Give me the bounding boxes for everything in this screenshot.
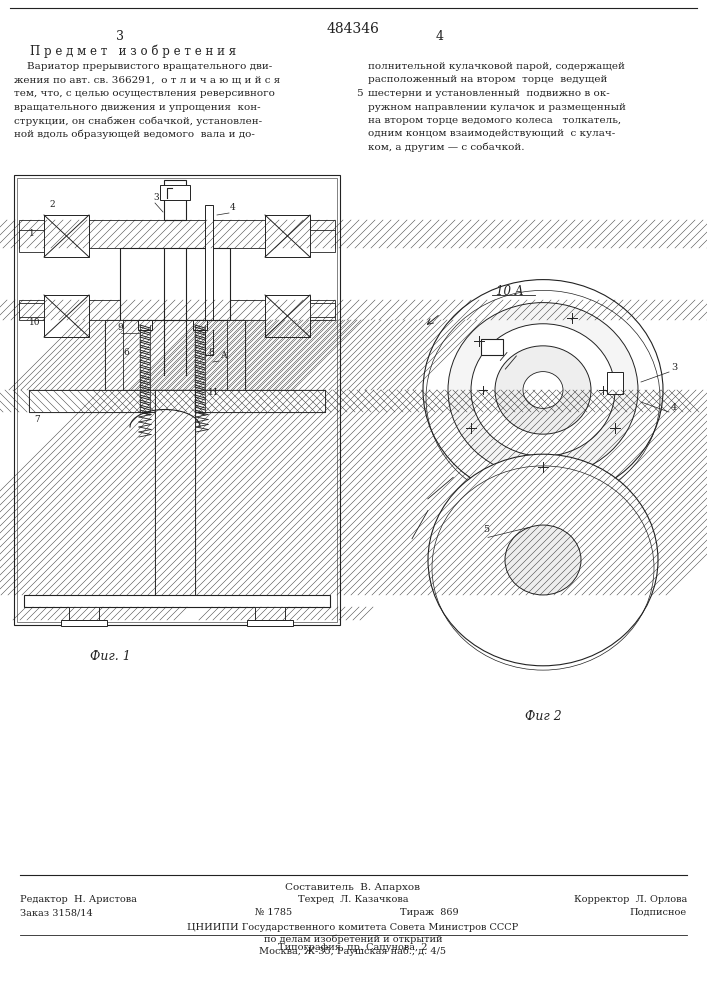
Text: 10: 10 <box>29 318 40 327</box>
Bar <box>205 205 213 365</box>
Text: ной вдоль образующей ведомого  вала и до-: ной вдоль образующей ведомого вала и до- <box>14 129 255 139</box>
Text: 4: 4 <box>230 203 235 212</box>
Bar <box>155 390 195 595</box>
Text: расположенный на втором  торце  ведущей: расположенный на втором торце ведущей <box>368 76 607 85</box>
Text: Редактор  Н. Аристова: Редактор Н. Аристова <box>20 895 137 904</box>
Text: на втором торце ведомого колеса   толкатель,: на втором торце ведомого колеса толкател… <box>368 116 621 125</box>
Text: Составитель  В. Апархов: Составитель В. Апархов <box>286 883 421 892</box>
Bar <box>29 390 325 412</box>
Text: Техред  Л. Казачкова: Техред Л. Казачкова <box>298 895 408 904</box>
Ellipse shape <box>471 324 615 456</box>
Text: 11: 11 <box>208 388 219 397</box>
Bar <box>19 303 44 317</box>
Text: A: A <box>220 351 226 360</box>
Text: по делам изобретений и открытий: по делам изобретений и открытий <box>264 935 443 944</box>
Bar <box>481 339 503 355</box>
Bar <box>164 180 186 220</box>
Text: 7: 7 <box>34 415 40 424</box>
Bar <box>44 295 89 337</box>
Bar <box>138 320 152 330</box>
Bar <box>607 372 623 394</box>
Bar <box>160 185 190 200</box>
Text: тем, что, с целью осуществления реверсивного: тем, что, с целью осуществления реверсив… <box>14 89 275 98</box>
Text: Подписное: Подписное <box>630 908 687 917</box>
Bar <box>61 620 107 626</box>
Text: шестерни и установленный  подвижно в ок-: шестерни и установленный подвижно в ок- <box>368 89 609 98</box>
Bar <box>265 215 310 257</box>
Text: струкции, он снабжен собачкой, установлен-: струкции, он снабжен собачкой, установле… <box>14 116 262 125</box>
Ellipse shape <box>495 346 591 434</box>
Text: Тираж  869: Тираж 869 <box>400 908 459 917</box>
Bar <box>19 230 44 252</box>
Text: 8: 8 <box>208 348 214 357</box>
Ellipse shape <box>423 280 663 500</box>
Bar <box>155 390 195 595</box>
Ellipse shape <box>505 525 581 595</box>
Text: № 1785: № 1785 <box>255 908 292 917</box>
Bar <box>310 230 335 252</box>
Text: 6: 6 <box>123 348 129 357</box>
Bar <box>227 320 245 390</box>
Text: 1: 1 <box>29 229 35 238</box>
Text: жения по авт. св. 366291,  о т л и ч а ю щ и й с я: жения по авт. св. 366291, о т л и ч а ю … <box>14 76 280 85</box>
Bar <box>29 390 325 412</box>
Text: ЦНИИПИ Государственного комитета Совета Министров СССР: ЦНИИПИ Государственного комитета Совета … <box>187 923 519 932</box>
Ellipse shape <box>523 372 563 408</box>
Text: одним концом взаимодействующий  с кулач-: одним концом взаимодействующий с кулач- <box>368 129 615 138</box>
Ellipse shape <box>428 454 658 666</box>
Bar <box>310 303 335 317</box>
Text: Корректор  Л. Орлова: Корректор Л. Орлова <box>574 895 687 904</box>
Bar <box>19 300 335 320</box>
Bar <box>247 620 293 626</box>
Ellipse shape <box>448 303 638 477</box>
Bar <box>24 595 330 607</box>
Text: 4: 4 <box>436 30 444 43</box>
Text: Москва, Ж-35, Раушская наб., д. 4/5: Москва, Ж-35, Раушская наб., д. 4/5 <box>259 947 447 956</box>
Bar <box>255 607 285 620</box>
Bar <box>105 320 123 390</box>
Text: полнительной кулачковой парой, содержащей: полнительной кулачковой парой, содержаще… <box>368 62 625 71</box>
Bar <box>14 175 340 625</box>
Bar <box>193 320 207 330</box>
Bar <box>265 295 310 337</box>
Text: 484346: 484346 <box>327 22 380 36</box>
Circle shape <box>206 359 212 365</box>
Text: 9: 9 <box>117 323 123 332</box>
Text: 5: 5 <box>483 525 489 534</box>
Text: 3: 3 <box>153 193 158 202</box>
Bar <box>19 220 335 248</box>
Text: ком, а другим — с собачкой.: ком, а другим — с собачкой. <box>368 143 525 152</box>
Bar <box>17 178 337 622</box>
Bar <box>69 607 99 620</box>
Text: П р е д м е т   и з о б р е т е н и я: П р е д м е т и з о б р е т е н и я <box>30 45 236 58</box>
Text: Вариатор прерывистого вращательного дви-: Вариатор прерывистого вращательного дви- <box>14 62 272 71</box>
Text: 10 А: 10 А <box>496 285 524 298</box>
Bar <box>105 320 245 390</box>
Text: Фиг 2: Фиг 2 <box>525 710 561 723</box>
Text: Фиг. 1: Фиг. 1 <box>90 650 130 663</box>
Text: ружном направлении кулачок и размещенный: ружном направлении кулачок и размещенный <box>368 103 626 111</box>
Text: 2: 2 <box>49 200 54 209</box>
Text: 5: 5 <box>356 89 363 98</box>
Text: Типография, пр. Сапунова, 2: Типография, пр. Сапунова, 2 <box>279 943 428 952</box>
Bar <box>44 215 89 257</box>
Text: 4: 4 <box>671 403 677 412</box>
Bar <box>120 248 230 375</box>
Text: 3: 3 <box>116 30 124 43</box>
Text: Заказ 3158/14: Заказ 3158/14 <box>20 908 93 917</box>
Text: 3: 3 <box>671 363 677 372</box>
Bar <box>255 607 285 620</box>
Bar <box>69 607 99 620</box>
Text: вращательного движения и упрощения  кон-: вращательного движения и упрощения кон- <box>14 103 261 111</box>
